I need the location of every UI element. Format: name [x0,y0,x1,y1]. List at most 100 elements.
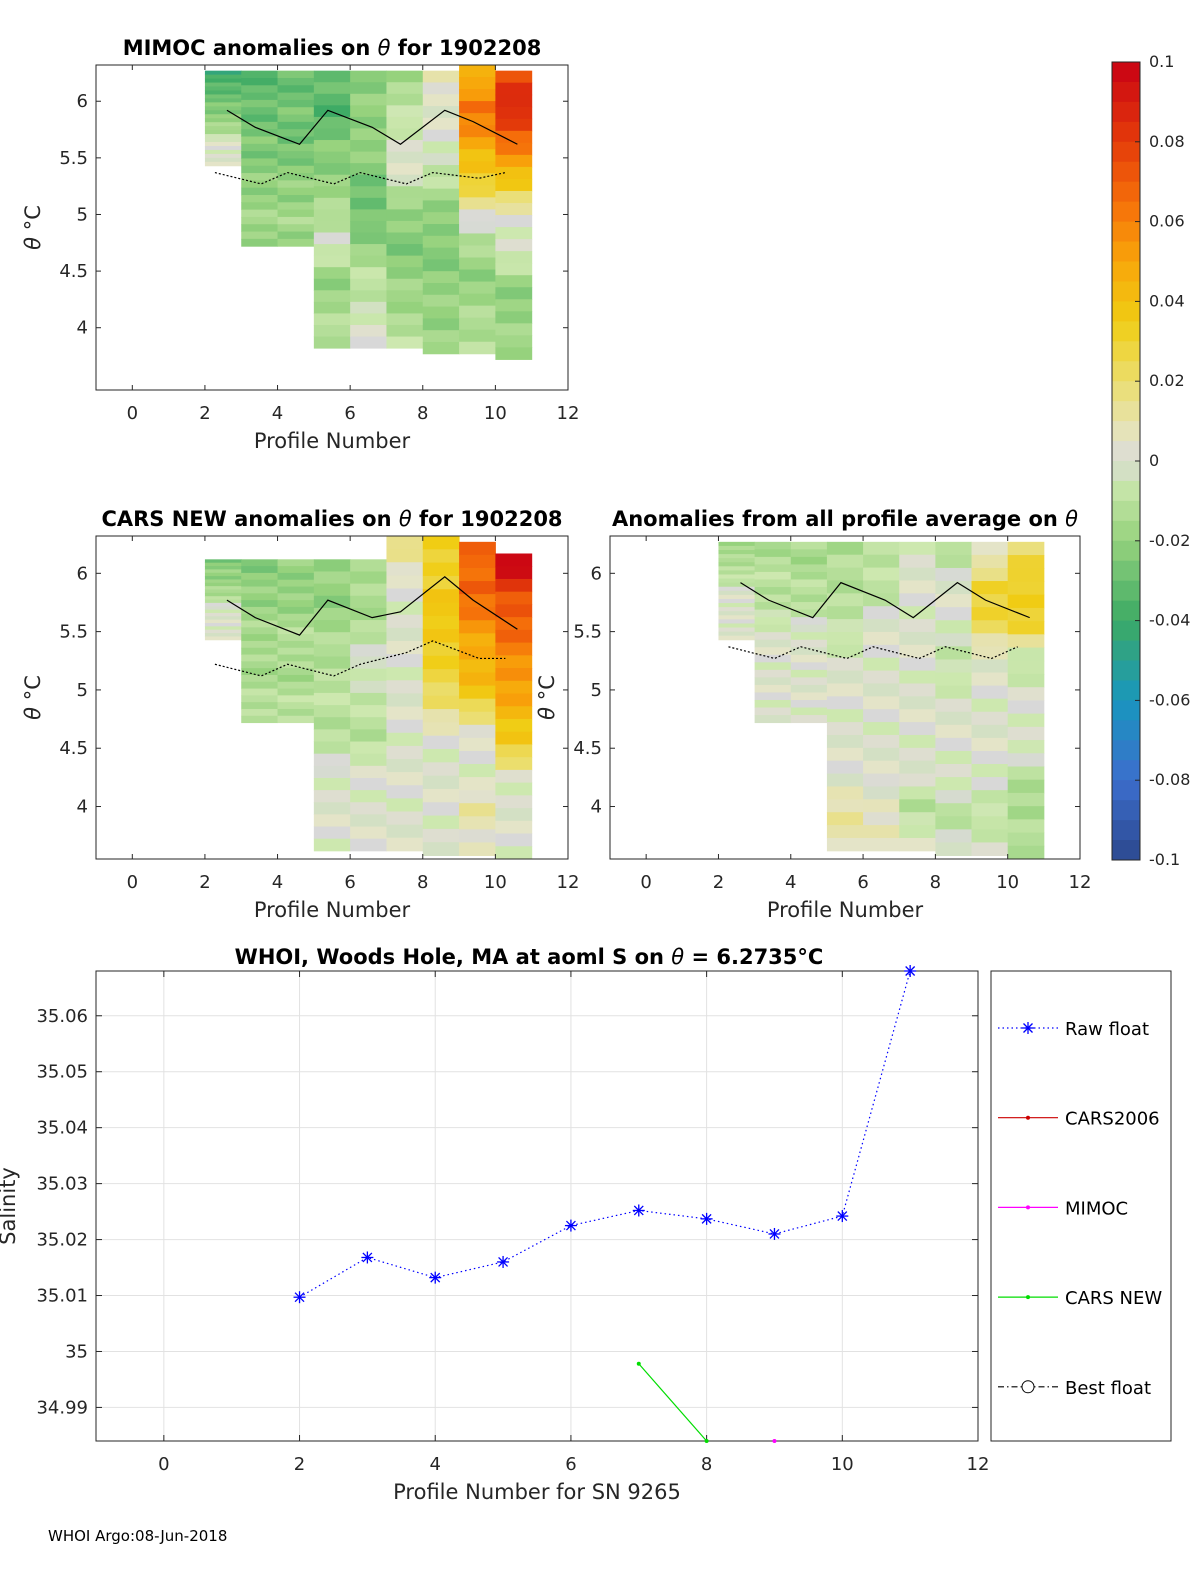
heat-cell [422,330,460,343]
heat-cell [826,825,864,839]
heat-cell [422,802,460,817]
y-tick-label: 4 [77,797,88,818]
heat-cell [386,313,424,326]
heat-cell [277,173,315,181]
heat-cell [459,842,496,857]
heat-cell [495,629,533,644]
heat-cell [459,554,496,569]
heat-cell [935,567,973,582]
heat-cell [495,769,533,784]
heat-cell [718,554,756,559]
heat-cell [313,802,351,815]
heat-cell [386,614,424,629]
axes-box [95,970,979,1442]
heat-cell [718,590,756,596]
heat-cell [495,833,533,847]
heat-cell [204,78,242,84]
colorbar-swatch [1112,800,1140,821]
heat-cell [754,564,792,573]
heat-cell [495,604,533,618]
heat-cell [350,244,387,257]
heat-cell [495,693,533,707]
plot-area [96,971,978,1441]
heat-cell [204,579,242,584]
heat-cell [971,685,1009,700]
heat-cell [754,677,792,686]
colorbar-tick-label: 0.1 [1149,52,1174,71]
heat-cell [459,329,496,343]
contour-line [226,576,518,636]
x-tick-label: 4 [272,403,283,424]
heat-cell [1007,740,1045,754]
heat-cell [495,311,533,324]
heat-cell [204,149,242,155]
heat-cell [386,732,424,747]
colorbar-swatch [1112,301,1140,322]
heat-cell [863,657,900,672]
heat-cell [277,559,315,567]
heat-cell [313,729,351,743]
heat-cell [277,209,315,218]
heat-cell [495,287,533,300]
heat-cell [790,579,828,588]
heat-cell [459,620,496,634]
heat-cell [863,644,900,659]
heat-cell [790,602,828,611]
heat-cell [790,556,828,565]
heat-cell [718,598,756,604]
heat-cell [386,811,424,826]
heat-cell [863,631,900,646]
heat-cell [350,301,387,314]
heat-cell [386,785,424,799]
heat-cell [971,750,1009,765]
heat-cell [495,239,533,252]
heat-cell [899,644,936,659]
heat-cell [350,209,387,222]
heat-cell [899,696,936,710]
heat-cell [459,317,496,331]
x-tick-label: 10 [484,872,507,893]
heat-cell [459,305,496,319]
heat-cell [422,106,460,119]
heat-cell [277,180,315,189]
heat-cell [313,128,351,141]
heat-cell [386,93,424,106]
data-point [633,1205,644,1216]
heat-cell [422,575,460,590]
heat-cell [422,709,460,723]
footer-text: WHOI Argo:08-Jun-2018 [48,1527,227,1545]
heat-cell [826,812,864,826]
heat-cell [386,82,424,95]
colorbar-tick-label: -0.08 [1149,770,1190,789]
heat-cell [863,837,900,852]
heat-cell [313,232,351,245]
heat-cell [386,290,424,303]
heat-cell [863,747,900,762]
heat-cell [350,186,387,199]
legend-label: Best float [1065,1378,1151,1399]
series-mimoc [772,1439,777,1443]
heat-cell [422,247,460,260]
heat-cell [863,722,900,736]
heat-cell [204,70,242,76]
colorbar-swatch [1112,700,1140,721]
heat-cell [313,741,351,755]
heat-cell [386,693,424,708]
heat-cell [495,215,533,228]
heat-cell [971,777,1009,791]
heat-cell [1007,568,1045,582]
data-point [704,1439,709,1443]
heat-cell [971,659,1009,674]
heat-cell [204,138,242,143]
heat-cell [790,587,828,596]
heat-cell [277,129,315,137]
x-tick-label: 12 [1069,872,1092,893]
heat-cell [241,647,279,656]
heat-cell [1007,779,1045,794]
heat-cell [971,567,1009,582]
heat-cell [754,579,792,588]
heat-cell [277,681,315,690]
heat-cell [422,695,460,710]
heat-cell [495,553,533,567]
colorbar-swatch [1112,101,1140,123]
